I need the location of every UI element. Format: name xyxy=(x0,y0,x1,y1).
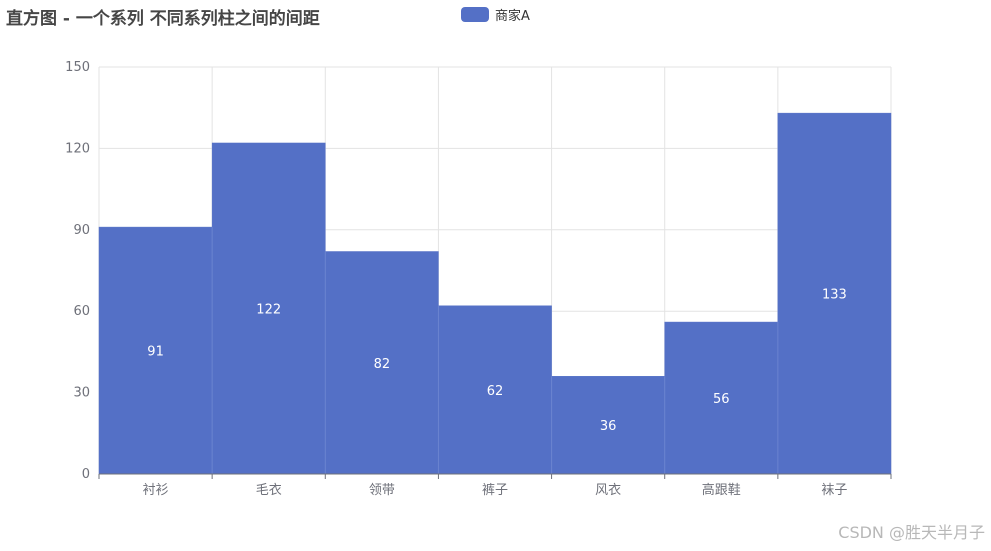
x-tick-label: 袜子 xyxy=(821,483,847,498)
y-tick-label: 120 xyxy=(65,141,90,156)
bar xyxy=(777,112,892,475)
x-tick-label: 衬衫 xyxy=(143,483,169,498)
y-tick-label: 60 xyxy=(73,304,90,319)
y-tick-label: 90 xyxy=(73,223,90,238)
y-tick-label: 0 xyxy=(82,467,90,482)
bar xyxy=(664,321,779,475)
bar-data-label: 91 xyxy=(147,345,164,360)
watermark: CSDN @胜天半月子 xyxy=(838,523,985,542)
bar xyxy=(211,142,326,475)
bar-data-label: 62 xyxy=(487,384,504,399)
y-tick-label: 30 xyxy=(73,386,90,401)
x-tick-label: 高跟鞋 xyxy=(702,482,741,498)
bar xyxy=(325,251,439,475)
x-tick-label: 领带 xyxy=(369,483,395,498)
y-tick-label: 150 xyxy=(65,60,90,75)
bar-data-label: 133 xyxy=(822,288,847,303)
x-tick-label: 裤子 xyxy=(482,483,508,498)
chart-title: 直方图 - 一个系列 不同系列柱之间的间距 xyxy=(6,9,320,29)
bar-data-label: 82 xyxy=(374,357,391,372)
bar xyxy=(438,305,552,475)
legend[interactable]: 商家A xyxy=(461,5,530,24)
legend-label: 商家A xyxy=(495,9,530,24)
bar xyxy=(98,226,213,475)
bar-data-label: 56 xyxy=(713,392,730,407)
x-tick-label: 毛衣 xyxy=(256,482,282,498)
bar-data-label: 122 xyxy=(256,302,281,317)
bar-data-label: 36 xyxy=(600,419,617,434)
x-tick-label: 风衣 xyxy=(595,482,621,498)
legend-swatch xyxy=(461,7,489,22)
